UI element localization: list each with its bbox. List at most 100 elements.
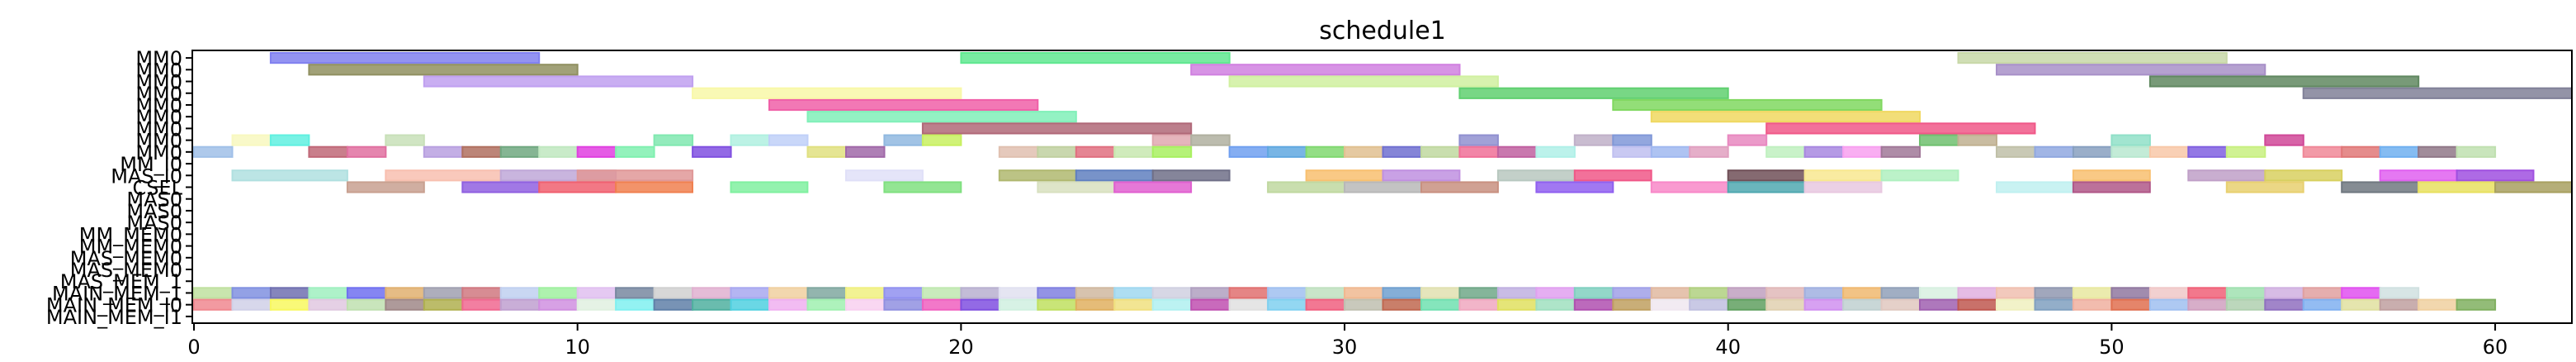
task-bar <box>2072 145 2113 158</box>
task-bar <box>2148 298 2190 311</box>
task-bar <box>1535 298 1576 311</box>
task-bar <box>1190 298 1231 311</box>
task-bar <box>2418 145 2458 158</box>
task-bar <box>576 298 617 311</box>
row-label: MM0 <box>135 130 182 153</box>
row-label: MAIN_MEM_I1 <box>46 306 182 329</box>
task-bar <box>269 287 310 299</box>
task-bar <box>1151 145 1193 158</box>
task-bar <box>1075 287 1116 299</box>
task-bar <box>1382 298 1422 311</box>
task-bar <box>883 134 924 146</box>
task-bar <box>2225 287 2266 299</box>
task-bar <box>1344 181 1422 193</box>
task-bar <box>2072 169 2151 182</box>
task-bar <box>385 134 425 146</box>
row-label: MAS0 <box>126 200 182 223</box>
task-bar <box>1305 298 1346 311</box>
task-bar <box>1803 145 1845 158</box>
task-bar <box>2264 287 2304 299</box>
task-bar <box>2341 181 2420 193</box>
task-bar <box>193 287 234 299</box>
task-bar <box>1113 145 1154 158</box>
task-bar <box>1650 298 1691 311</box>
row-label: MAIN_MEM_I0 <box>46 294 182 317</box>
task-bar <box>269 134 310 146</box>
row-label: MAS0 <box>126 188 182 212</box>
task-bar <box>1037 298 1077 311</box>
task-bar <box>346 181 425 193</box>
task-bar <box>2187 169 2266 182</box>
task-bar <box>2072 181 2151 193</box>
task-bar <box>461 287 502 299</box>
task-bar <box>1344 298 1384 311</box>
task-bar <box>1113 298 1154 311</box>
task-bar <box>998 169 1077 182</box>
task-bar <box>1267 287 1307 299</box>
task-bar <box>921 298 962 311</box>
task-bar <box>2302 145 2343 158</box>
task-bar <box>1228 298 1269 311</box>
task-bar <box>615 298 655 311</box>
task-bar <box>2455 169 2535 182</box>
task-bar <box>231 134 272 146</box>
x-tick-label: 0 <box>187 336 200 359</box>
task-bar <box>1689 145 1729 158</box>
task-bar <box>1880 287 1921 299</box>
task-bar <box>1151 169 1231 182</box>
task-bar <box>1803 287 1845 299</box>
task-bar <box>1113 287 1154 299</box>
x-tick-label: 60 <box>2483 336 2508 359</box>
task-bar <box>1842 298 1883 311</box>
task-bar <box>960 287 1000 299</box>
task-bar <box>1996 181 2074 193</box>
task-bar <box>1037 181 1116 193</box>
row-label: MM0 <box>135 141 182 164</box>
task-bar <box>1842 287 1883 299</box>
row-label: MAS_MEM0 <box>70 259 182 282</box>
row-label: MM0 <box>135 83 182 106</box>
task-bar <box>346 145 387 158</box>
task-bar <box>1612 134 1652 146</box>
task-bar <box>576 169 694 182</box>
x-tick-label: 50 <box>2099 336 2125 359</box>
task-bar <box>1496 298 1538 311</box>
task-bar <box>653 298 694 311</box>
task-bar <box>1689 298 1729 311</box>
task-bar <box>1305 169 1384 182</box>
task-bar <box>2341 287 2381 299</box>
task-bar <box>193 298 234 311</box>
task-bar <box>960 52 1231 64</box>
task-bar <box>1880 169 1959 182</box>
task-bar <box>423 145 464 158</box>
row-label: MM0 <box>135 106 182 129</box>
row-label: MM0 <box>135 47 182 70</box>
task-bar <box>1458 145 1499 158</box>
task-bar <box>1496 287 1538 299</box>
task-bar <box>998 287 1039 299</box>
task-bar <box>1420 181 1499 193</box>
task-bar <box>231 287 272 299</box>
task-bar <box>461 145 502 158</box>
task-bar <box>998 145 1039 158</box>
task-bar <box>1305 287 1346 299</box>
row-label: MM_MEM0 <box>79 236 182 259</box>
task-bar <box>1612 145 1652 158</box>
task-bar <box>1228 75 1499 88</box>
task-bar <box>1765 122 2036 135</box>
task-bar <box>538 298 579 311</box>
task-bar <box>461 298 502 311</box>
task-bar <box>1650 111 1921 123</box>
task-bar <box>538 287 579 299</box>
task-bar <box>1765 298 1806 311</box>
task-bar <box>231 298 272 311</box>
task-bar <box>1573 169 1652 182</box>
x-tick-label: 30 <box>1332 336 1358 359</box>
task-bar <box>806 145 847 158</box>
task-bar <box>1612 287 1652 299</box>
task-bar <box>1382 287 1422 299</box>
task-bar <box>538 181 617 193</box>
task-bar <box>346 287 387 299</box>
task-bar <box>692 298 732 311</box>
